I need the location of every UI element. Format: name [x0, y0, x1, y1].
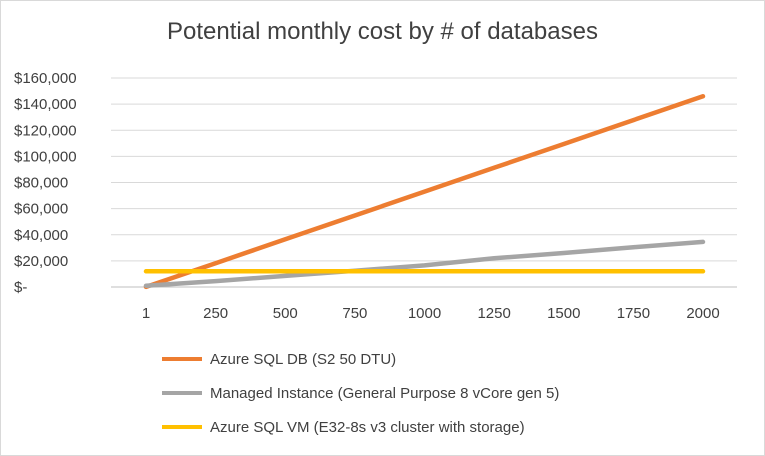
y-tick-label: $140,000: [14, 96, 77, 113]
series-line: [143, 239, 706, 288]
y-tick-label: $60,000: [14, 201, 68, 218]
x-tick-label: 1500: [547, 305, 580, 322]
legend-item: Azure SQL VM (E32-8s v3 cluster with sto…: [162, 410, 559, 444]
y-tick-label: $160,000: [14, 70, 77, 87]
y-tick-label: $100,000: [14, 148, 77, 165]
chart-legend: Azure SQL DB (S2 50 DTU) Managed Instance…: [162, 342, 559, 444]
legend-swatch: [162, 357, 202, 361]
series-line: [143, 94, 706, 290]
x-tick-label: 2000: [686, 305, 719, 322]
x-tick-label: 1: [142, 305, 150, 322]
x-tick-label: 500: [273, 305, 298, 322]
x-tick-label: 1250: [477, 305, 510, 322]
x-tick-label: 750: [342, 305, 367, 322]
legend-label: Azure SQL VM (E32-8s v3 cluster with sto…: [210, 418, 525, 436]
y-tick-label: $20,000: [14, 253, 68, 270]
legend-swatch: [162, 425, 202, 429]
chart-title: Potential monthly cost by # of databases: [167, 18, 598, 45]
legend-label: Managed Instance (General Purpose 8 vCor…: [210, 384, 560, 402]
x-tick-label: 1750: [617, 305, 650, 322]
x-tick-label: 250: [203, 305, 228, 322]
legend-item: Azure SQL DB (S2 50 DTU): [162, 342, 559, 376]
y-tick-label: $120,000: [14, 122, 77, 139]
y-tick-label: $40,000: [14, 227, 68, 244]
y-tick-label: $80,000: [14, 175, 68, 192]
y-tick-label: $-: [14, 279, 27, 296]
legend-swatch: [162, 391, 202, 395]
legend-item: Managed Instance (General Purpose 8 vCor…: [162, 376, 559, 410]
legend-label: Azure SQL DB (S2 50 DTU): [210, 350, 397, 368]
x-tick-label: 1000: [408, 305, 441, 322]
